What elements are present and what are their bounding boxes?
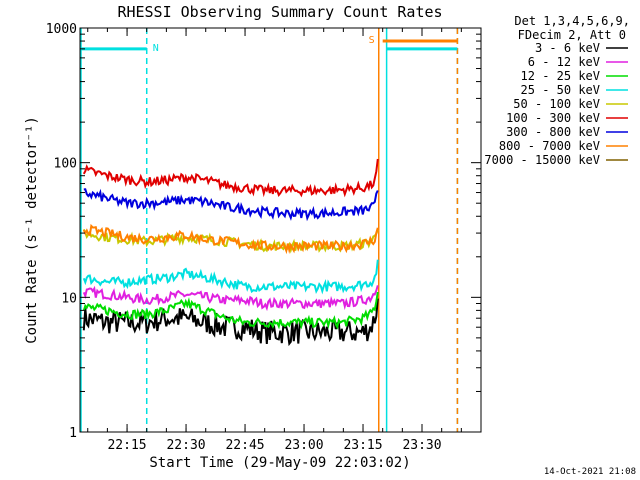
legend-entry-label-0: 3 - 6 keV (535, 41, 600, 55)
y-tick-label-3: 1000 (46, 22, 77, 37)
x-tick-label-2: 22:45 (225, 438, 264, 453)
series-line-1 (82, 285, 379, 312)
y-tick-label-1: 10 (61, 291, 77, 306)
legend-entry-label-4: 50 - 100 keV (513, 97, 600, 111)
legend-entry-label-3: 25 - 50 keV (521, 83, 600, 97)
x-axis: 22:15 22:30 22:45 23:00 23:15 23:30 (87, 28, 482, 453)
series-layer (82, 158, 379, 347)
series-line-7 (82, 223, 379, 255)
flag-bar-label-1: S (369, 35, 375, 46)
legend-header-line-1: Det 1,3,4,5,6,9, (514, 14, 630, 28)
plot-frame (79, 27, 482, 433)
y-tick-label-0: 1 (69, 426, 77, 441)
legend-header-line-2: FDecim 2, Att 0 (518, 28, 626, 42)
legend-entry-label-8: 7000 - 15000 keV (484, 153, 600, 167)
legend-entry-label-7: 800 - 7000 keV (499, 139, 600, 153)
legend-entry-label-1: 6 - 12 keV (528, 55, 600, 69)
series-line-6 (83, 188, 379, 222)
flag-layer: NS (80, 28, 459, 432)
chart-title: RHESSI Observing Summary Count Rates (117, 3, 442, 21)
y-axis-label: Count Rate (s⁻¹ detector⁻¹) (24, 116, 40, 344)
series-line-3 (82, 259, 379, 295)
x-tick-label-5: 23:30 (402, 438, 441, 453)
y-axis: 1 10 100 1000 (46, 22, 481, 441)
x-axis-label: Start Time (29-May-09 22:03:02) (149, 455, 410, 471)
x-tick-label-1: 22:30 (166, 438, 205, 453)
x-tick-label-0: 22:15 (107, 438, 146, 453)
x-tick-label-4: 23:15 (343, 438, 382, 453)
legend: Det 1,3,4,5,6,9, FDecim 2, Att 0 3 - 6 k… (484, 14, 630, 167)
footer-timestamp: 14-Oct-2021 21:08 (544, 467, 636, 477)
flag-bar-label-0: N (153, 43, 159, 54)
legend-entry-label-2: 12 - 25 keV (521, 69, 600, 83)
series-line-5 (82, 158, 379, 198)
legend-entry-label-5: 100 - 300 keV (506, 111, 600, 125)
legend-entry-label-6: 300 - 800 keV (506, 125, 600, 139)
x-tick-label-3: 23:00 (284, 438, 323, 453)
series-line-2 (82, 291, 379, 330)
y-tick-label-2: 100 (54, 157, 77, 172)
